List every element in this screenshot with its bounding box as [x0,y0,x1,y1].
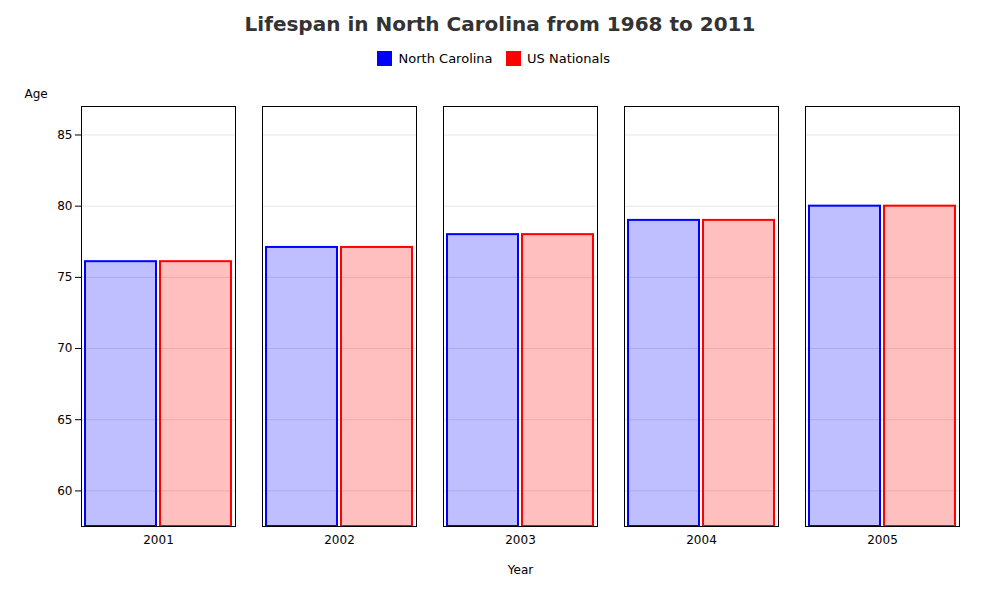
html-text:Lifespan in North Carolina fro: Lifespan in North Carolina from 1968 to … [244,12,756,36]
svg-text:75: 75 [57,270,72,284]
svg-text:2004: 2004 [686,533,717,547]
svg-text:85: 85 [57,127,72,141]
svg-text:80: 80 [57,199,72,213]
svg-text:2005: 2005 [867,533,898,547]
html-text:US Nationals: US Nationals [527,51,610,66]
svg-text:2001: 2001 [143,533,174,547]
svg-text:2003: 2003 [505,533,536,547]
svg-text:Year: Year [507,562,533,576]
svg-text:60: 60 [57,483,72,497]
svg-text:70: 70 [57,341,72,355]
svg-text:65: 65 [57,412,72,426]
svg-text:2002: 2002 [324,533,355,547]
html-text:North Carolina: North Carolina [398,51,493,66]
svg-text:Age: Age [25,87,48,101]
